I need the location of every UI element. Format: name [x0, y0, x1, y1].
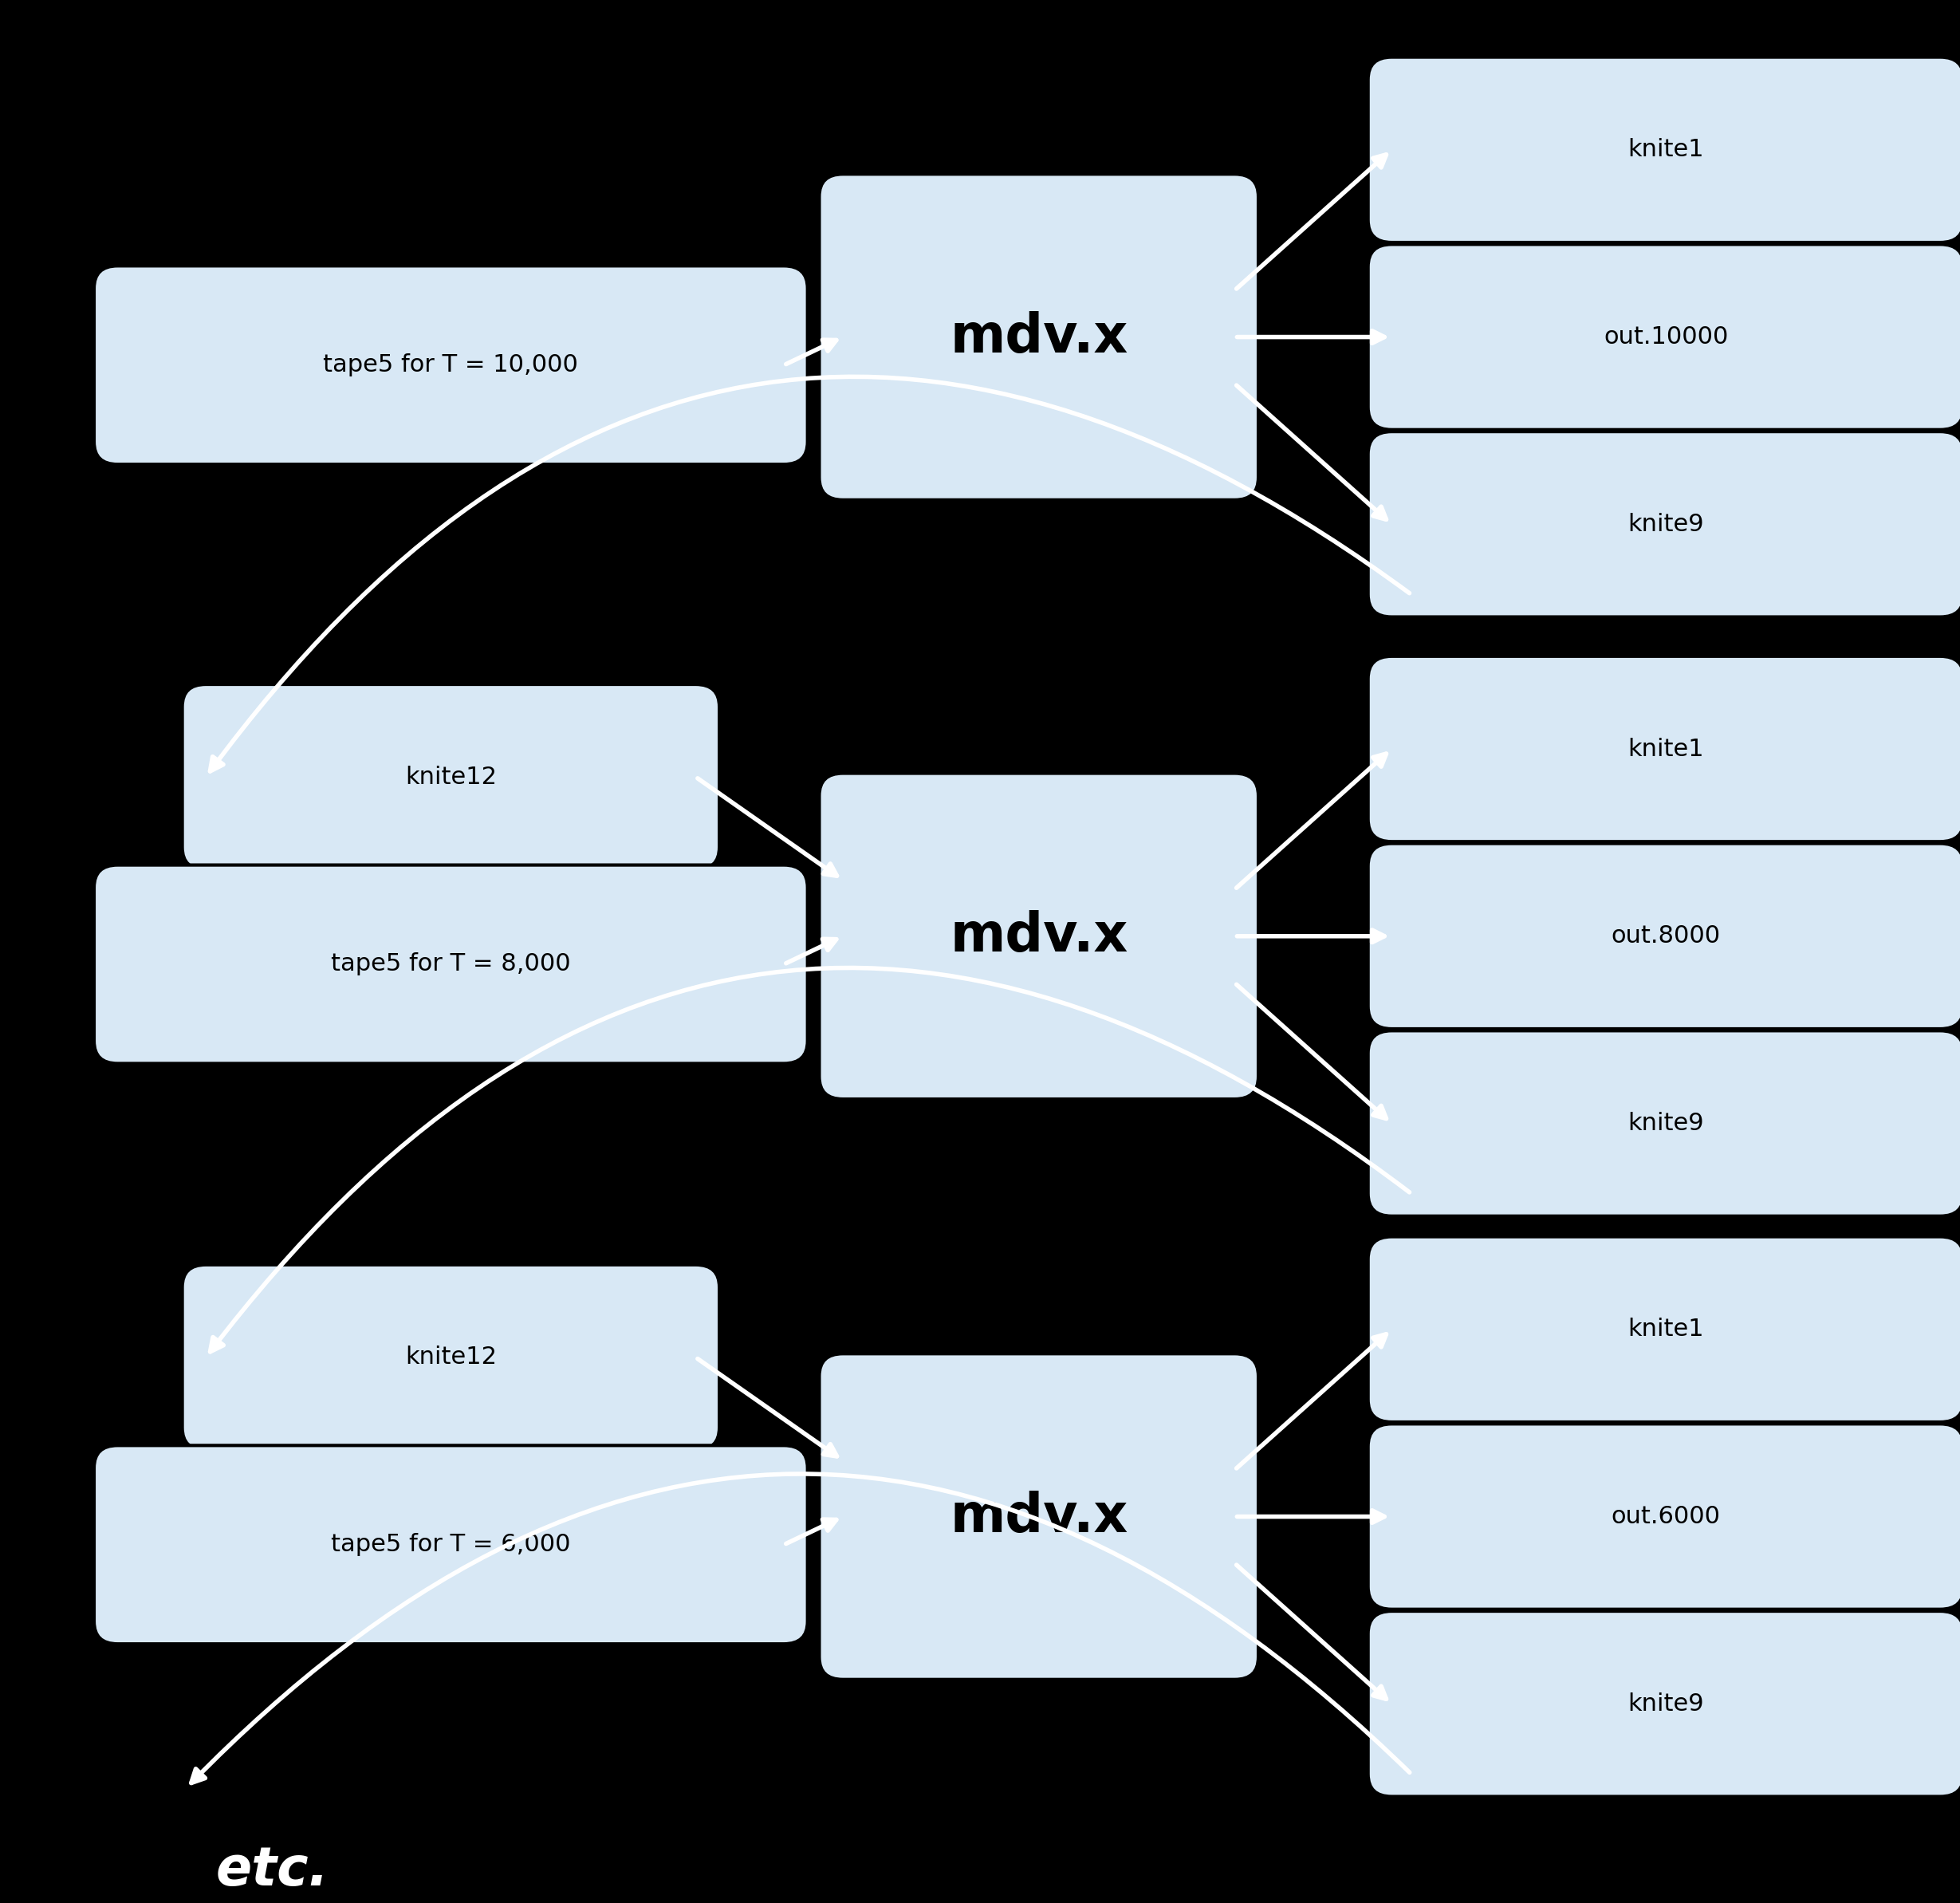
Text: knite1: knite1: [1629, 736, 1703, 761]
Text: knite9: knite9: [1629, 1692, 1703, 1715]
FancyBboxPatch shape: [1368, 244, 1960, 430]
FancyBboxPatch shape: [819, 1353, 1258, 1680]
Text: mdv.x: mdv.x: [951, 910, 1127, 963]
Text: out.10000: out.10000: [1603, 325, 1729, 348]
Text: mdv.x: mdv.x: [951, 1490, 1127, 1543]
FancyBboxPatch shape: [1368, 57, 1960, 242]
FancyBboxPatch shape: [1368, 1237, 1960, 1422]
Text: mdv.x: mdv.x: [951, 310, 1127, 363]
FancyBboxPatch shape: [94, 266, 808, 464]
Text: knite1: knite1: [1629, 139, 1703, 162]
Text: knite9: knite9: [1629, 1111, 1703, 1134]
Text: out.8000: out.8000: [1611, 925, 1721, 948]
FancyBboxPatch shape: [94, 866, 808, 1064]
Text: tape5 for T = 8,000: tape5 for T = 8,000: [331, 953, 570, 976]
FancyBboxPatch shape: [1368, 843, 1960, 1030]
FancyBboxPatch shape: [182, 685, 719, 870]
FancyBboxPatch shape: [94, 1446, 808, 1644]
Text: knite12: knite12: [406, 765, 496, 788]
Text: etc.: etc.: [216, 1844, 329, 1897]
Text: tape5 for T = 6,000: tape5 for T = 6,000: [331, 1534, 570, 1557]
FancyBboxPatch shape: [1368, 1031, 1960, 1216]
Text: tape5 for T = 10,000: tape5 for T = 10,000: [323, 354, 578, 377]
FancyBboxPatch shape: [1368, 1612, 1960, 1796]
Text: out.6000: out.6000: [1611, 1505, 1721, 1528]
FancyBboxPatch shape: [1368, 657, 1960, 841]
Text: knite12: knite12: [406, 1345, 496, 1368]
Text: knite1: knite1: [1629, 1317, 1703, 1342]
FancyBboxPatch shape: [1368, 432, 1960, 617]
FancyBboxPatch shape: [819, 773, 1258, 1100]
Text: knite9: knite9: [1629, 512, 1703, 537]
FancyBboxPatch shape: [819, 175, 1258, 500]
FancyBboxPatch shape: [1368, 1423, 1960, 1610]
FancyBboxPatch shape: [182, 1265, 719, 1450]
